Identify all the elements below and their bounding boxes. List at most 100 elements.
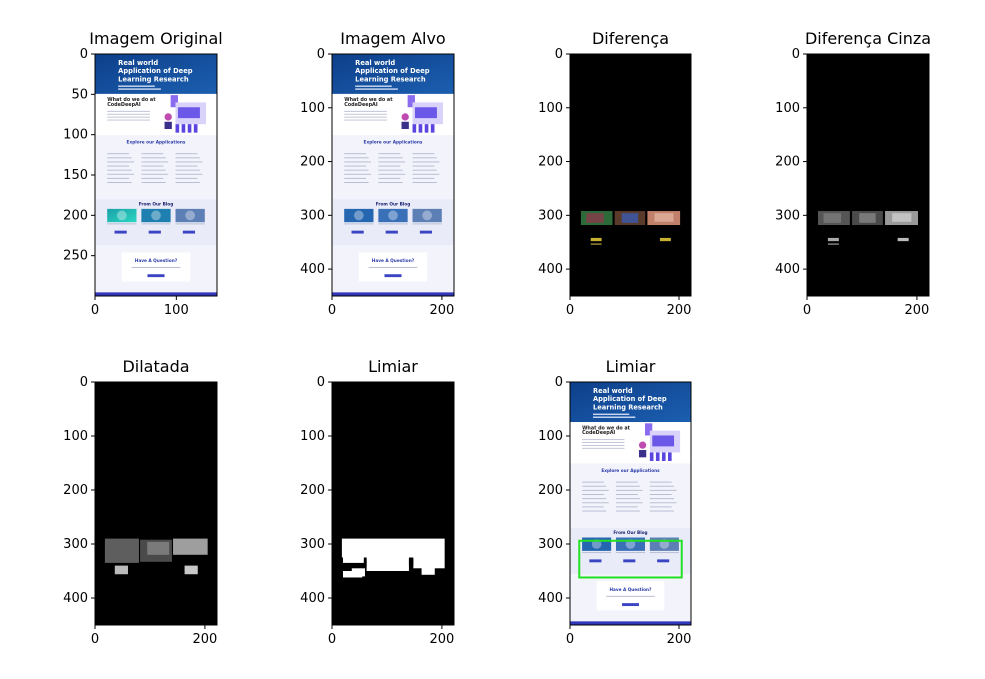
illus-panel <box>177 107 200 119</box>
question-button <box>384 274 402 278</box>
panel-title: Imagem Original <box>89 29 222 48</box>
explore-text-line <box>412 182 437 183</box>
y-tick-label: 100 <box>775 101 800 116</box>
what-text-line <box>107 110 150 112</box>
threshold-gap <box>408 559 414 566</box>
illus-block <box>645 423 653 436</box>
explore-text-line <box>412 153 435 155</box>
image-bg <box>332 382 454 625</box>
gray-region <box>823 213 842 223</box>
gray-button <box>827 237 839 242</box>
explore-text-line <box>378 153 401 155</box>
blog-card-button <box>419 230 433 234</box>
explore-text-line <box>615 510 641 512</box>
gray-region <box>892 213 912 222</box>
hero-line: Application of Deep <box>355 67 430 75</box>
blog-title: From Our Blog <box>376 201 411 207</box>
blog-card-button <box>114 230 127 234</box>
diff-button <box>590 243 602 245</box>
question-button <box>622 603 639 607</box>
hero-banner <box>95 54 217 94</box>
gray-button <box>897 237 909 242</box>
explore-text-line <box>412 173 440 175</box>
blog-card-image <box>412 208 442 223</box>
image-bg <box>95 382 217 625</box>
illus-bar <box>193 124 198 133</box>
explore-text-line <box>615 502 643 504</box>
what-title: What do we do at <box>344 97 393 103</box>
explore-text-line <box>615 489 643 491</box>
y-tick-label: 100 <box>63 128 88 143</box>
panel-3: Diferença 0 200 0 100 200 300 400 <box>538 29 692 318</box>
y-tick-label: 100 <box>538 101 563 116</box>
x-tick-label: 200 <box>429 632 454 647</box>
blog-card-image <box>107 208 137 223</box>
explore-text-line <box>649 494 672 495</box>
explore-text-line <box>344 169 369 171</box>
explore-text-line <box>649 485 675 487</box>
explore-text-line <box>175 165 198 167</box>
x-tick-label: 0 <box>328 303 336 318</box>
explore-text-line <box>649 498 675 500</box>
blog-card-image <box>141 208 171 223</box>
what-text-line <box>107 116 150 118</box>
hero-line: Learning Research <box>118 75 189 83</box>
blog-card-button <box>657 559 670 563</box>
image-bg <box>570 54 691 296</box>
blog-card-button <box>182 230 196 234</box>
y-tick-label: 50 <box>71 87 88 102</box>
y-tick-label: 400 <box>300 591 325 606</box>
hero-line: Real world <box>355 59 395 67</box>
explore-text-line <box>107 157 132 159</box>
illus-figure <box>638 441 647 449</box>
blog-card-glow <box>151 210 161 221</box>
footer-bar <box>332 292 454 296</box>
question-text <box>606 595 655 597</box>
y-tick-label: 400 <box>775 262 800 277</box>
illus-bar <box>668 452 672 461</box>
blog-card-text <box>107 223 137 225</box>
what-text-line <box>344 113 387 115</box>
explore-text-line <box>582 481 604 483</box>
y-tick-label: 0 <box>317 375 325 390</box>
explore-text-line <box>344 182 369 183</box>
explore-text-line <box>412 165 435 167</box>
hero-line: Learning Research <box>593 403 663 411</box>
explore-text-line <box>412 177 435 179</box>
explore-text-line <box>649 510 675 512</box>
x-tick-label: 200 <box>904 303 929 318</box>
dilated-region <box>173 538 208 555</box>
hero-sub <box>592 413 630 416</box>
question-title: Have A Question? <box>135 258 178 264</box>
axes-frame <box>94 381 218 626</box>
y-tick-label: 200 <box>775 155 800 170</box>
y-tick-label: 100 <box>538 429 563 444</box>
explore-text-line <box>107 177 130 179</box>
x-tick-label: 0 <box>566 303 574 318</box>
explore-text-line <box>141 182 166 183</box>
panel-title: Diferença Cinza <box>805 29 931 48</box>
hero-sub <box>118 85 155 87</box>
detected-change-box <box>578 539 683 579</box>
explore-text-line <box>378 161 406 163</box>
panel-title: Limiar <box>368 357 418 376</box>
explore-text-line <box>344 153 367 155</box>
threshold-region <box>341 538 445 558</box>
explore-text-line <box>649 502 677 504</box>
x-tick-label: 0 <box>803 303 811 318</box>
hero-sub <box>592 416 636 418</box>
axes-frame <box>569 53 692 297</box>
hero-line: Application of Deep <box>593 395 667 403</box>
blog-card-button <box>148 230 161 234</box>
diff-button <box>659 237 671 242</box>
image-bg <box>807 54 929 296</box>
explore-text-line <box>582 498 607 500</box>
explore-text-line <box>412 169 437 171</box>
what-title: What do we do at <box>107 97 156 103</box>
blog-card-button <box>385 230 398 234</box>
explore-text-line <box>141 169 166 171</box>
axes-frame <box>331 53 455 297</box>
explore-text-line <box>649 506 672 508</box>
hero-sub <box>118 88 161 90</box>
